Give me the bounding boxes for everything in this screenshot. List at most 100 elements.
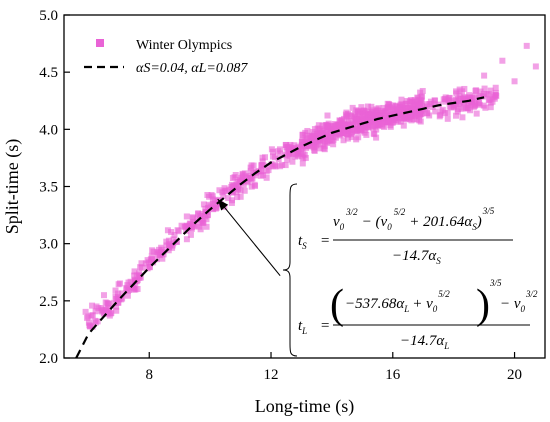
data-point: [409, 103, 416, 110]
data-point: [239, 177, 246, 184]
data-point: [367, 112, 374, 119]
data-point: [358, 104, 365, 111]
data-point: [476, 101, 483, 108]
data-point: [492, 89, 499, 96]
data-point: [239, 171, 246, 178]
data-point: [422, 106, 429, 113]
data-point: [228, 199, 235, 206]
data-point: [473, 110, 480, 117]
data-point: [200, 201, 207, 208]
data-point: [412, 111, 419, 118]
data-point: [317, 125, 324, 132]
data-point: [348, 134, 355, 141]
data-point: [285, 151, 292, 158]
data-point: [397, 118, 404, 125]
data-point: [147, 256, 154, 263]
data-point: [271, 154, 278, 161]
eq-tl-denominator: −14.7αL: [400, 333, 449, 351]
data-point: [145, 259, 152, 266]
data-point: [219, 189, 226, 196]
y-tick-label: 2.0: [39, 351, 58, 367]
data-point: [412, 106, 419, 113]
data-point: [442, 94, 449, 101]
data-point: [384, 106, 391, 113]
scatter-points: [82, 42, 539, 330]
data-point: [400, 122, 407, 129]
data-point: [444, 109, 451, 116]
data-point: [344, 135, 351, 142]
data-point: [403, 101, 410, 108]
data-point: [373, 134, 380, 141]
data-point: [403, 98, 410, 105]
data-point: [340, 137, 347, 144]
data-point: [112, 287, 119, 294]
data-point: [323, 128, 330, 135]
data-point: [332, 134, 339, 141]
data-point: [459, 114, 466, 121]
data-point: [450, 104, 457, 111]
data-point: [410, 99, 417, 106]
data-point: [352, 119, 359, 126]
data-point: [283, 144, 290, 151]
data-point: [137, 274, 144, 281]
legend: Winter Olympics αS=0.04, αL=0.087: [84, 38, 248, 76]
data-point: [188, 224, 195, 231]
fit-curve-layer: [75, 96, 485, 359]
data-point: [175, 228, 182, 235]
data-point: [159, 249, 166, 256]
data-point: [289, 158, 296, 165]
data-point: [427, 98, 434, 105]
data-point: [286, 147, 293, 154]
data-point: [345, 131, 352, 138]
data-point: [319, 122, 326, 129]
data-point: [295, 143, 302, 150]
data-point: [335, 122, 342, 129]
data-point: [365, 124, 372, 131]
data-point: [282, 152, 289, 159]
y-tick-label: 5.0: [39, 8, 58, 24]
data-point: [138, 260, 145, 267]
data-point: [154, 250, 161, 257]
data-point: [183, 222, 190, 229]
data-point: [327, 133, 334, 140]
data-point: [432, 97, 439, 104]
data-point: [220, 192, 227, 199]
data-point: [383, 119, 390, 126]
data-point: [208, 192, 215, 199]
data-point: [489, 93, 496, 100]
data-point: [454, 106, 461, 113]
eq-ts-equals: =: [320, 233, 330, 249]
data-point: [92, 308, 99, 315]
data-point: [262, 154, 269, 161]
data-point: [351, 110, 358, 117]
data-point: [171, 232, 178, 239]
data-point: [485, 91, 492, 98]
x-axis-title: Long-time (s): [255, 396, 354, 417]
data-point: [368, 103, 375, 110]
data-point: [113, 303, 120, 310]
data-point: [119, 290, 126, 297]
data-point: [247, 167, 254, 174]
data-point: [222, 187, 229, 194]
data-point: [399, 106, 406, 113]
data-point: [477, 88, 484, 95]
fit-curve: [75, 96, 485, 359]
data-point: [82, 308, 89, 315]
data-point: [361, 129, 368, 136]
data-point: [125, 286, 132, 293]
data-point: [115, 299, 122, 306]
y-tick-label: 4.0: [39, 122, 58, 138]
data-point: [149, 247, 156, 254]
data-point: [302, 138, 309, 145]
data-point: [391, 114, 398, 121]
data-point: [366, 117, 373, 124]
eq-tl-outer-exponent: 3/5: [489, 278, 502, 288]
data-point: [349, 104, 356, 111]
data-point: [303, 142, 310, 149]
data-point: [317, 145, 324, 152]
data-point: [451, 97, 458, 104]
data-point: [92, 319, 99, 326]
eq-tl-lhs: tL: [298, 318, 307, 336]
data-point: [100, 292, 107, 299]
